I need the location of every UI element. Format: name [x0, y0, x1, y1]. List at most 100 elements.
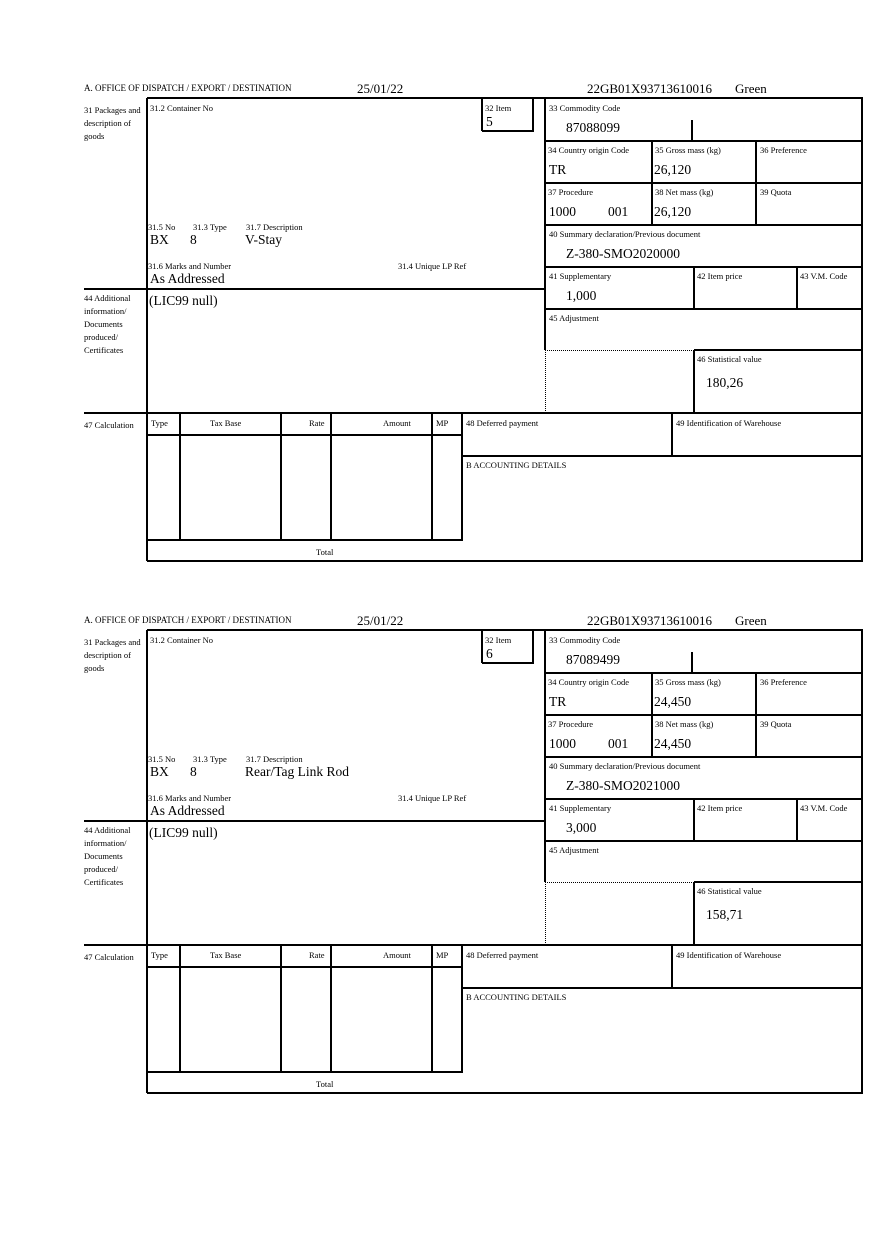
- form-rule: [330, 945, 332, 1072]
- declaration-item-block: A. OFFICE OF DISPATCH / EXPORT / DESTINA…: [0, 612, 882, 1112]
- route-status: Green: [735, 613, 767, 628]
- procedure-value: 1000: [549, 736, 576, 751]
- calc-total-label: Total: [316, 1079, 334, 1089]
- container-no-label: 31.2 Container No: [150, 103, 214, 113]
- form-rule: [545, 714, 863, 716]
- net-mass-label: 38 Net mass (kg): [655, 187, 714, 197]
- form-rule: [330, 413, 332, 540]
- commodity-code-label: 33 Commodity Code: [549, 635, 621, 645]
- accounting-details-label: B ACCOUNTING DETAILS: [466, 992, 567, 1002]
- form-rule: [481, 98, 483, 131]
- form-rule: [861, 630, 863, 1093]
- form-rule: [147, 1071, 463, 1073]
- form-rule: [545, 266, 863, 268]
- form-rule: [651, 673, 653, 757]
- calc-mp-header: MP: [436, 418, 449, 428]
- form-rule: [693, 350, 695, 413]
- vm-code-label: 43 V.M. Code: [800, 803, 848, 813]
- item-number: 6: [486, 646, 493, 661]
- package-type-label: 31.3 Type: [193, 222, 227, 232]
- supplementary-value: 3,000: [566, 820, 597, 835]
- form-rule: [545, 182, 863, 184]
- declaration-item-block: A. OFFICE OF DISPATCH / EXPORT / DESTINA…: [0, 80, 882, 580]
- warehouse-label: 49 Identification of Warehouse: [676, 418, 782, 428]
- additional-info-label: 44 Additional information/ Documents pro…: [84, 293, 131, 355]
- form-rule: [671, 413, 673, 456]
- form-rule: [544, 630, 546, 882]
- package-type-value: 8: [190, 764, 197, 779]
- marks-label: 31.6 Marks and Number: [148, 261, 232, 271]
- form-rule: [545, 672, 863, 674]
- form-rule: [280, 413, 282, 540]
- form-rule: [545, 798, 863, 800]
- form-rule: [691, 652, 693, 673]
- form-rule: [693, 882, 695, 945]
- package-type-value: 8: [190, 232, 197, 247]
- country-origin-label: 34 Country origin Code: [548, 145, 629, 155]
- dotted-rule: [545, 882, 694, 883]
- form-rule: [693, 799, 695, 841]
- summary-declaration-label: 40 Summary declaration/Previous document: [549, 229, 701, 239]
- form-rule: [755, 141, 757, 225]
- form-rule: [461, 413, 463, 540]
- commodity-code-value: 87088099: [566, 120, 620, 135]
- additional-info-value: (LIC99 null): [149, 293, 218, 308]
- accounting-details-label: B ACCOUNTING DETAILS: [466, 460, 567, 470]
- country-origin-value: TR: [549, 694, 567, 709]
- description-value: V-Stay: [245, 232, 283, 247]
- adjustment-label: 45 Adjustment: [549, 313, 599, 323]
- additional-info-value: (LIC99 null): [149, 825, 218, 840]
- item-price-label: 42 Item price: [697, 803, 743, 813]
- form-rule: [545, 140, 863, 142]
- form-rule: [147, 97, 863, 99]
- package-no-value: BX: [150, 232, 169, 247]
- quota-label: 39 Quota: [760, 187, 792, 197]
- form-rule: [796, 799, 798, 841]
- form-rule: [84, 820, 546, 822]
- form-rule: [147, 560, 863, 562]
- procedure-extra-value: 001: [608, 204, 629, 219]
- form-rule: [482, 662, 534, 664]
- calc-amount-header: Amount: [383, 418, 411, 428]
- form-rule: [545, 756, 863, 758]
- dotted-rule: [545, 882, 546, 945]
- form-rule: [694, 349, 863, 351]
- form-rule: [147, 539, 463, 541]
- calc-type-header: Type: [151, 950, 168, 960]
- warehouse-label: 49 Identification of Warehouse: [676, 950, 782, 960]
- calc-tax-base-header: Tax Base: [210, 950, 242, 960]
- dotted-rule: [545, 350, 546, 413]
- statistical-value: 180,26: [706, 375, 744, 390]
- dotted-rule: [545, 350, 694, 351]
- preference-label: 36 Preference: [760, 677, 807, 687]
- calc-amount-header: Amount: [383, 950, 411, 960]
- vm-code-label: 43 V.M. Code: [800, 271, 848, 281]
- unique-lp-label: 31.4 Unique LP Ref: [398, 793, 467, 803]
- form-rule: [694, 881, 863, 883]
- declaration-date: 25/01/22: [357, 613, 404, 628]
- item-number: 5: [486, 114, 493, 129]
- item-label: 32 Item: [485, 635, 512, 645]
- deferred-payment-label: 48 Deferred payment: [466, 418, 539, 428]
- form-rule: [280, 945, 282, 1072]
- form-rule: [84, 944, 863, 946]
- form-rule: [861, 98, 863, 561]
- description-value: Rear/Tag Link Rod: [245, 764, 350, 779]
- form-rule: [146, 630, 148, 1093]
- form-rule: [693, 267, 695, 309]
- calc-mp-header: MP: [436, 950, 449, 960]
- marks-value: As Addressed: [150, 271, 225, 286]
- gross-mass-label: 35 Gross mass (kg): [655, 677, 721, 687]
- form-rule: [482, 130, 534, 132]
- form-rule: [545, 308, 863, 310]
- declaration-reference: 22GB01X93713610016: [587, 81, 712, 96]
- procedure-value: 1000: [549, 204, 576, 219]
- marks-label: 31.6 Marks and Number: [148, 793, 232, 803]
- country-origin-label: 34 Country origin Code: [548, 677, 629, 687]
- package-type-label: 31.3 Type: [193, 754, 227, 764]
- form-rule: [147, 629, 863, 631]
- supplementary-value: 1,000: [566, 288, 597, 303]
- form-rule: [691, 120, 693, 141]
- deferred-payment-label: 48 Deferred payment: [466, 950, 539, 960]
- package-no-value: BX: [150, 764, 169, 779]
